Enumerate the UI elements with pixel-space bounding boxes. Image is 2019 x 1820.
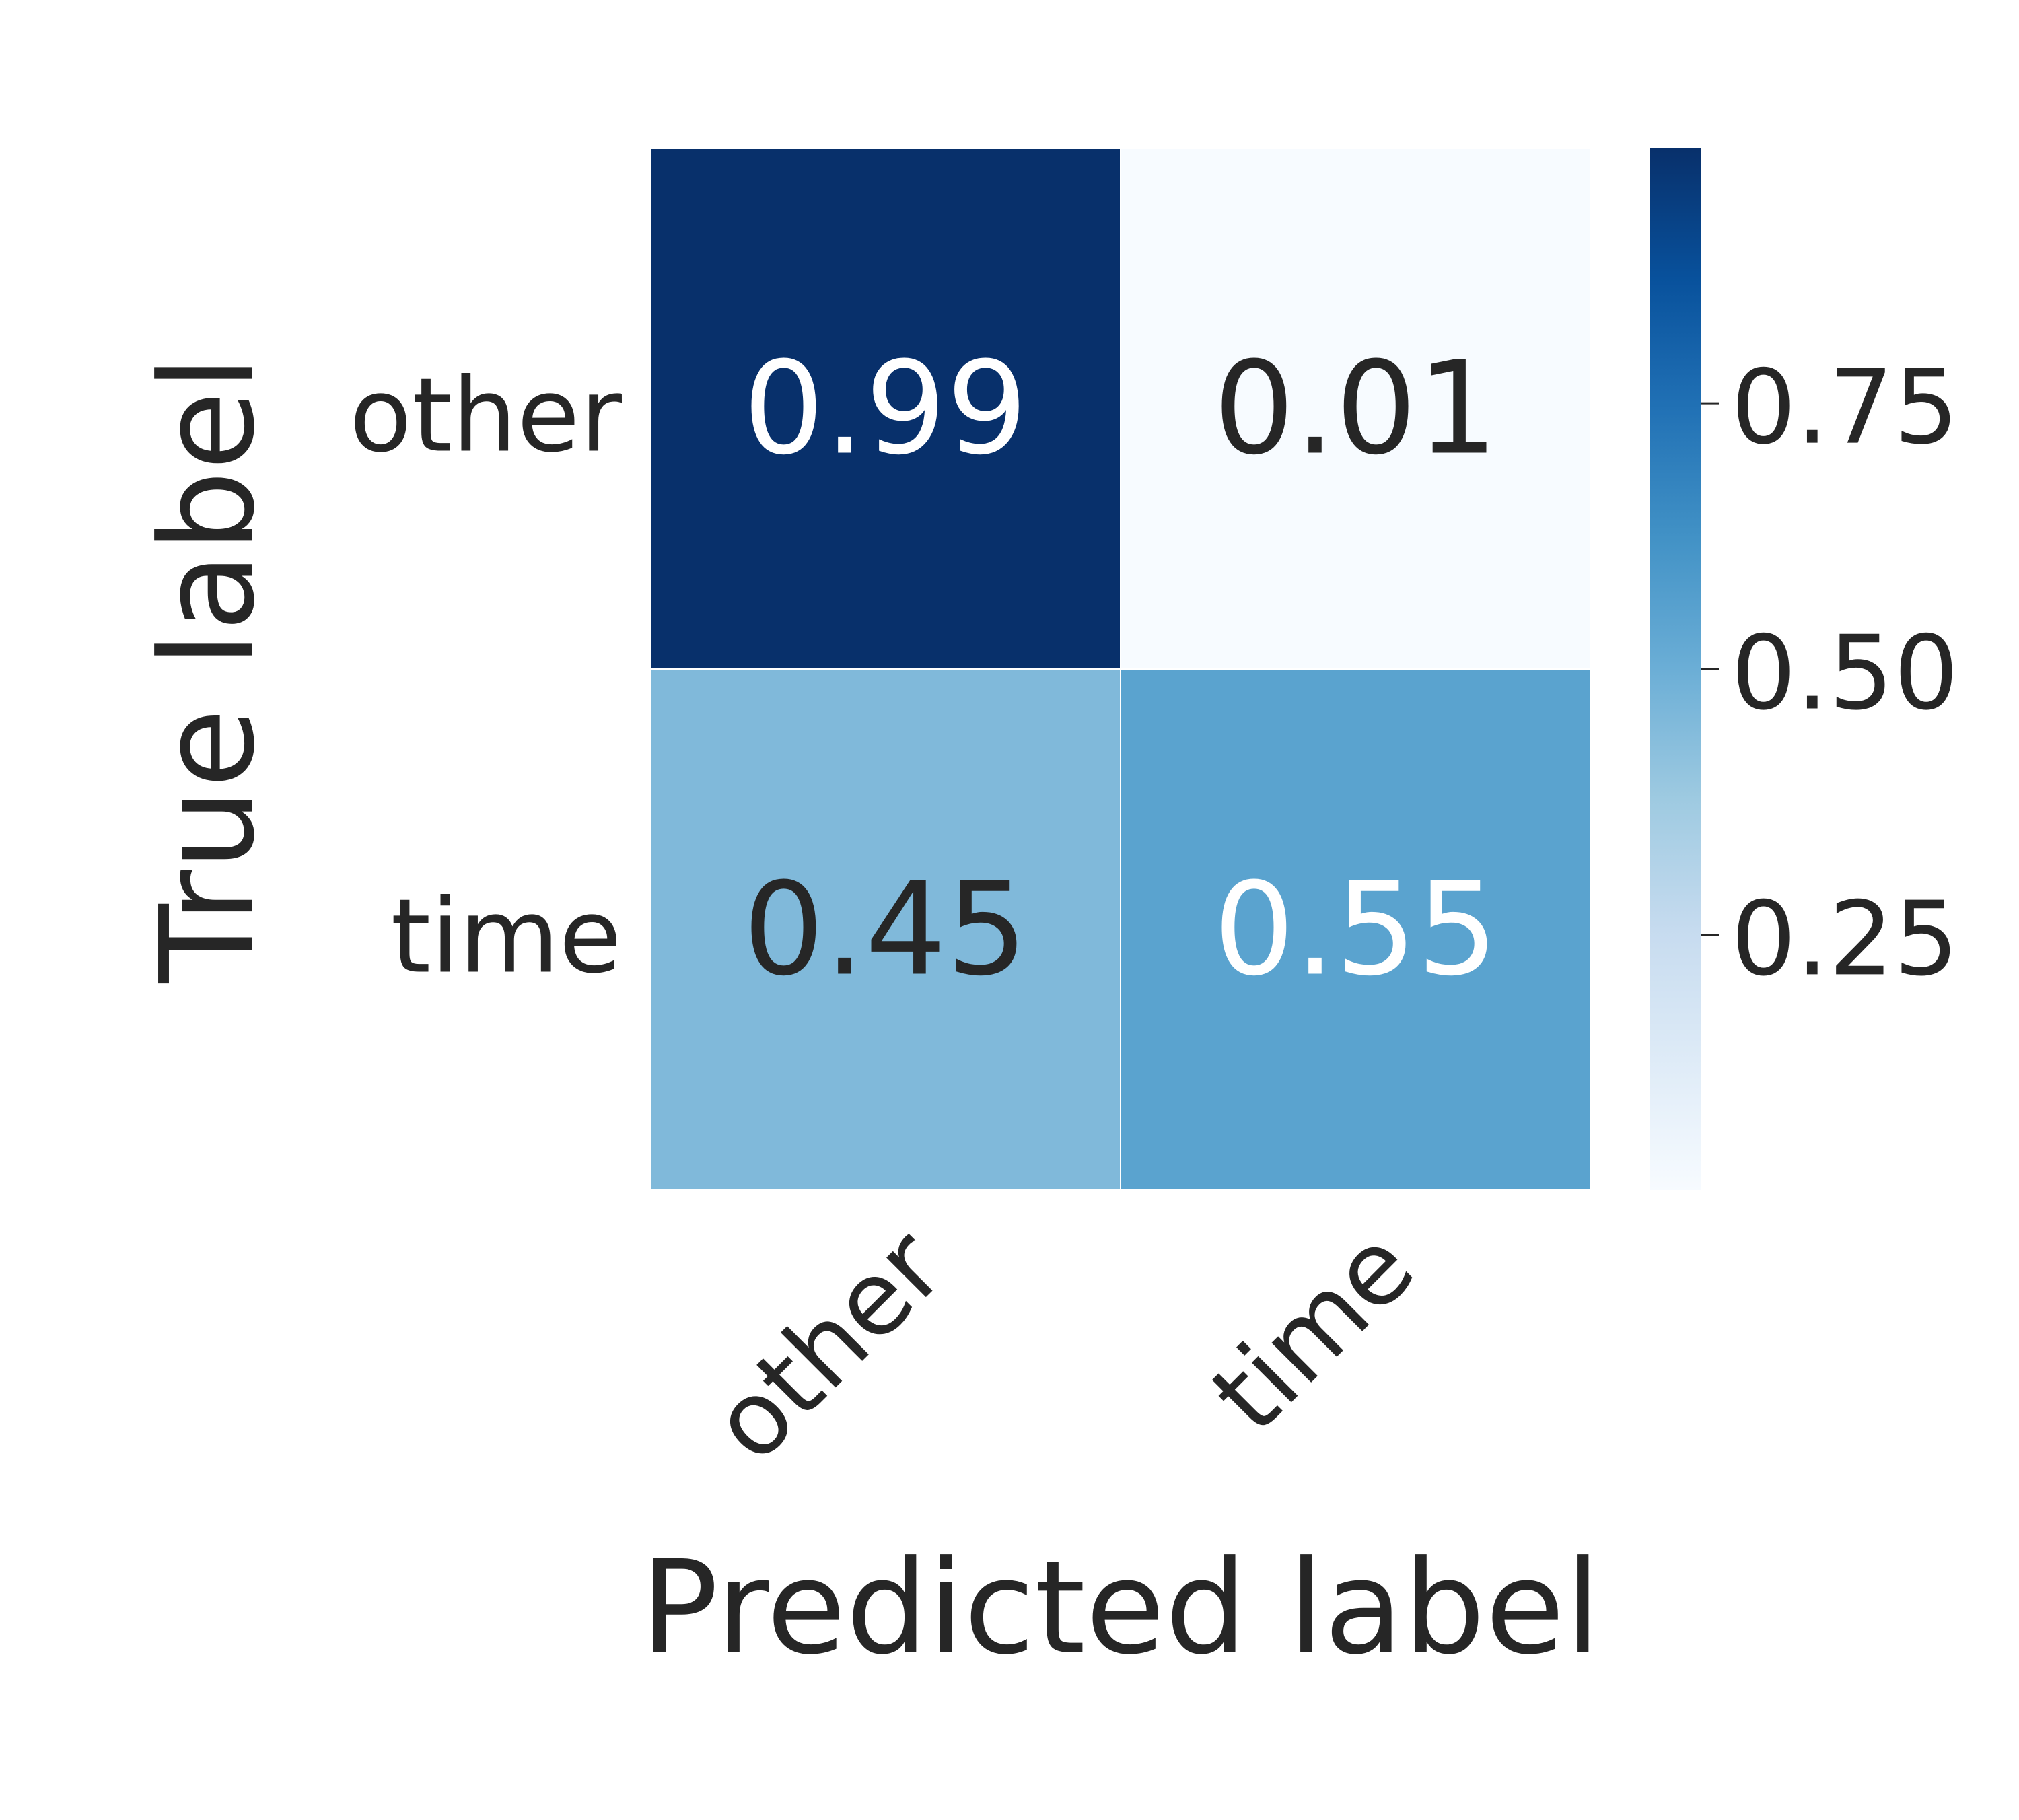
x-axis-label: Predicted label bbox=[641, 1533, 1601, 1683]
heatmap-cells bbox=[649, 147, 1592, 1191]
cell-value-label: 0.01 bbox=[1213, 335, 1498, 483]
colorbar: 0.25 0.50 0.75 bbox=[1650, 148, 1958, 1190]
y-tick-label: other bbox=[349, 356, 622, 475]
colorbar-tick-label: 0.50 bbox=[1731, 614, 1958, 733]
colorbar-tick-label: 0.75 bbox=[1731, 348, 1958, 467]
colorbar-tick-label: 0.25 bbox=[1731, 879, 1958, 998]
cell-annotations: 0.99 0.01 0.45 0.55 bbox=[743, 335, 1498, 1004]
y-tick-label: time bbox=[391, 877, 622, 996]
x-tick-labels: other time bbox=[689, 1207, 1436, 1484]
colorbar-gradient bbox=[1650, 148, 1701, 1190]
cell-value-label: 0.55 bbox=[1213, 855, 1498, 1004]
cell-value-label: 0.45 bbox=[743, 855, 1028, 1004]
heatmap-cell bbox=[1120, 668, 1592, 1191]
colorbar-ticks: 0.25 0.50 0.75 bbox=[1701, 348, 1958, 998]
x-tick-label: other bbox=[689, 1207, 966, 1484]
y-axis-label: True label bbox=[133, 355, 283, 983]
y-tick-labels: other time bbox=[349, 356, 622, 996]
x-tick-label: time bbox=[1189, 1207, 1437, 1455]
cell-value-label: 0.99 bbox=[743, 335, 1028, 483]
heatmap-cell bbox=[1120, 147, 1592, 670]
heatmap-cell bbox=[649, 668, 1121, 1191]
heatmap-cell bbox=[649, 147, 1121, 670]
